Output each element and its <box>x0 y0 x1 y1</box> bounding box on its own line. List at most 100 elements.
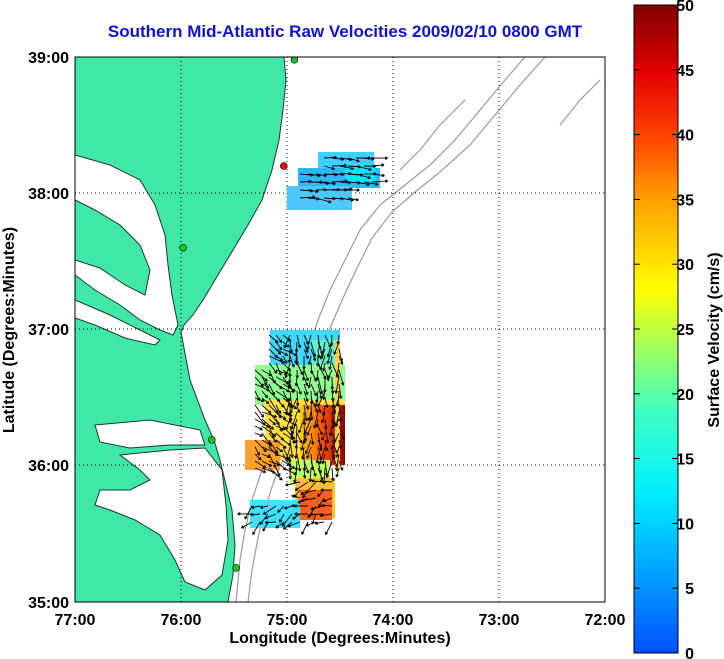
velocity-arrow <box>254 460 267 469</box>
x-tick: 75:00 <box>267 612 308 629</box>
x-tick: 74:00 <box>373 612 414 629</box>
x-tick: 76:00 <box>161 612 202 629</box>
velocity-arrow <box>335 446 340 458</box>
velocity-arrow <box>284 362 291 379</box>
velocity-arrow <box>251 505 261 509</box>
velocity-arrow <box>287 521 301 528</box>
albemarle-sound <box>94 419 206 449</box>
velocity-arrow <box>261 460 273 467</box>
velocity-arrow <box>338 355 344 365</box>
velocity-arrow <box>282 334 292 342</box>
velocity-arrow <box>315 418 319 428</box>
velocity-arrow <box>325 521 333 536</box>
velocity-arrow <box>282 355 288 364</box>
velocity-arrow <box>371 179 389 183</box>
velocity-arrow <box>261 397 270 405</box>
velocity-arrow <box>303 418 312 434</box>
velocity-arrow <box>322 497 333 503</box>
velocity-arrow <box>323 181 336 186</box>
velocity-arrow <box>331 418 335 429</box>
velocity-arrow <box>324 425 330 444</box>
velocity-arrow <box>338 383 343 399</box>
radar-station-marker <box>232 564 240 572</box>
colorbar-tick-label: 20 <box>676 387 694 404</box>
velocity-arrow <box>310 397 319 413</box>
velocity-arrow <box>268 362 278 374</box>
velocity-arrow <box>320 411 326 424</box>
velocity-arrow <box>254 397 265 403</box>
velocity-arrow <box>292 513 301 520</box>
velocity-arrow <box>275 383 290 393</box>
velocity-arrow <box>338 425 345 440</box>
velocity-arrow <box>254 369 268 382</box>
velocity-arrow <box>287 376 291 390</box>
y-axis: 39:00 38:00 37:00 36:00 35:00 Latitude (… <box>1 50 69 612</box>
velocity-arrow <box>275 334 283 343</box>
velocity-arrow <box>333 341 340 355</box>
velocity-arrow <box>324 397 329 408</box>
velocity-arrow <box>237 512 253 516</box>
colorbar-label: Surface Velocity (cm/s) <box>706 252 723 427</box>
velocity-arrow <box>306 334 312 350</box>
velocity-arrow <box>317 439 323 448</box>
velocity-arrow <box>254 432 263 437</box>
velocity-arrow <box>284 397 291 416</box>
velocity-arrow <box>325 460 333 479</box>
velocity-arrow <box>347 197 359 202</box>
velocity-arrow <box>298 418 305 434</box>
velocity-arrow <box>331 439 338 454</box>
velocity-arrow <box>355 181 370 186</box>
velocity-arrow <box>319 513 333 518</box>
velocity-arrow <box>296 383 302 395</box>
velocity-arrow <box>339 165 354 171</box>
x-tick: 72:00 <box>585 612 626 629</box>
velocity-arrow <box>323 165 336 171</box>
velocity-arrow <box>307 376 312 389</box>
y-axis-label: Latitude (Degrees:Minutes) <box>1 227 18 433</box>
velocity-arrow <box>320 348 326 360</box>
velocity-arrow <box>302 411 307 426</box>
velocity-arrow <box>328 355 333 371</box>
velocity-arrow <box>330 432 340 450</box>
velocity-arrow <box>310 460 317 477</box>
velocity-arrow <box>275 521 285 529</box>
velocity-arrow <box>335 467 340 478</box>
velocity-arrow <box>294 481 309 491</box>
velocity-arrow <box>317 425 323 436</box>
velocity-arrow <box>371 173 385 178</box>
y-tick: 36:00 <box>28 458 69 475</box>
velocity-arrow <box>288 467 292 480</box>
radar-station-marker <box>280 162 288 170</box>
velocity-arrow <box>275 467 281 477</box>
velocity-arrow <box>287 348 292 363</box>
radar-station-marker <box>290 57 299 64</box>
velocity-arrow <box>355 165 372 171</box>
velocity-arrow <box>261 390 269 399</box>
map-title: Southern Mid-Atlantic Raw Velocities 200… <box>107 22 583 41</box>
velocity-arrow <box>335 362 340 378</box>
velocity-arrow <box>324 369 330 381</box>
velocity-vectors <box>237 155 389 536</box>
velocity-arrow <box>275 404 282 414</box>
velocity-arrow <box>275 446 284 453</box>
velocity-arrow <box>300 489 317 496</box>
y-tick: 35:00 <box>28 595 69 612</box>
velocity-arrow <box>326 348 333 365</box>
pamlico-sound <box>94 447 229 591</box>
velocity-arrow <box>259 513 269 525</box>
colorbar-tick-label: 45 <box>676 63 694 80</box>
velocity-arrow <box>254 453 262 461</box>
velocity-arrow <box>291 494 301 499</box>
velocity-arrow <box>282 397 298 410</box>
velocity-arrow <box>261 453 271 459</box>
velocity-arrow <box>302 467 307 479</box>
velocity-arrow <box>282 521 293 530</box>
colorbar-tick-label: 15 <box>676 452 694 469</box>
velocity-arrow <box>268 418 277 426</box>
velocity-arrow <box>310 432 315 445</box>
velocity-arrow <box>300 439 305 451</box>
x-axis: 77:00 76:00 75:00 74:00 73:00 72:00 Long… <box>55 612 626 647</box>
velocity-arrow <box>293 504 309 508</box>
velocity-arrow <box>326 341 333 358</box>
velocity-arrow <box>319 355 326 371</box>
